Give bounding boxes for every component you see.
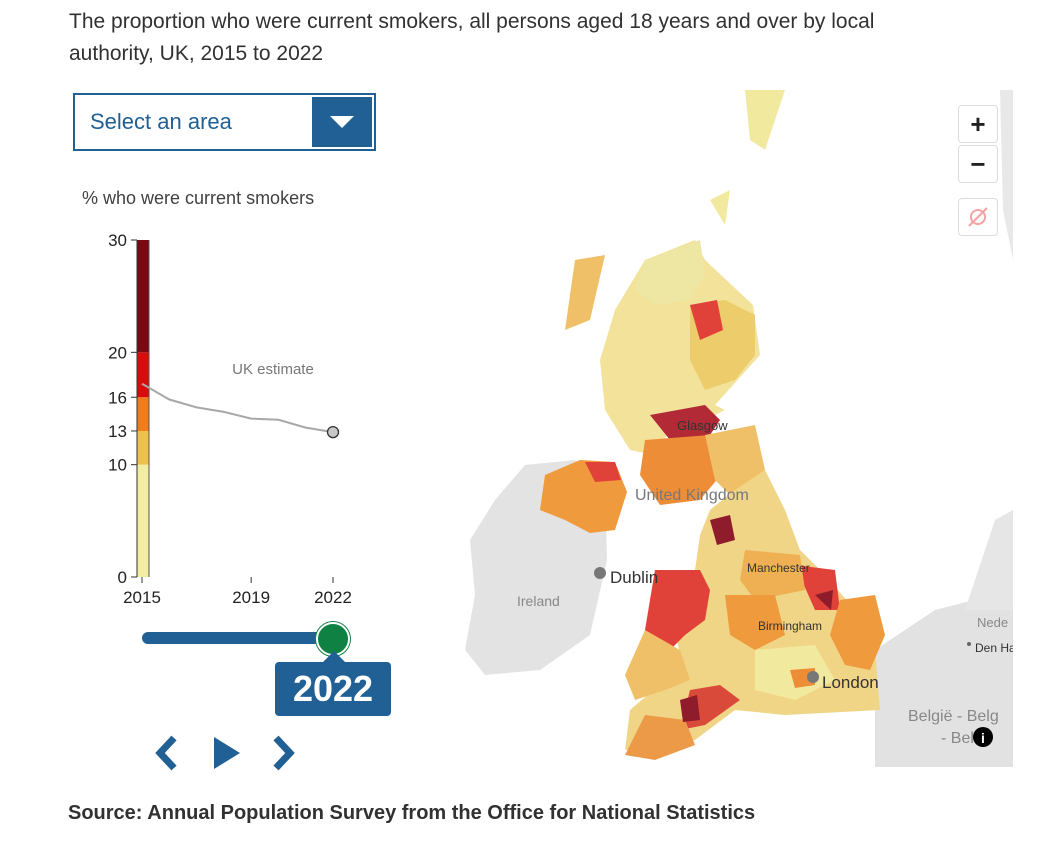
uk-estimate-line xyxy=(141,382,334,434)
zoom-out-button[interactable]: − xyxy=(958,145,998,183)
borders-region[interactable] xyxy=(705,425,765,495)
region[interactable] xyxy=(680,695,700,722)
map-label-ireland: Ireland xyxy=(517,593,560,609)
shetland-region[interactable] xyxy=(745,90,785,150)
y-axis-label: % who were current smokers xyxy=(82,188,315,208)
info-icon[interactable] xyxy=(973,727,993,747)
area-select[interactable]: Select an area xyxy=(73,93,376,151)
dublin-marker xyxy=(594,567,606,579)
legend-band-3 xyxy=(137,352,149,398)
chevron-down-icon[interactable] xyxy=(312,97,372,147)
info-icon-glyph: i xyxy=(981,730,985,746)
x-tick-label: 2019 xyxy=(232,588,270,607)
highland-region[interactable] xyxy=(635,240,705,305)
map-label-belgie-2: - Bel xyxy=(941,730,974,747)
x-tick-label: 2022 xyxy=(314,588,352,607)
map-label-glasgow: Glasgow xyxy=(677,418,728,433)
region[interactable] xyxy=(815,590,833,610)
region[interactable] xyxy=(710,515,735,545)
slider-track[interactable] xyxy=(142,632,332,644)
smokers-line-chart: 0 10 13 16 20 30 2015 2019 2022 UK estimate xyxy=(108,231,352,607)
western-isles-region[interactable] xyxy=(565,255,605,330)
year-display: 2022 xyxy=(275,651,391,716)
den-haag-marker xyxy=(967,642,971,646)
netherlands-shape xyxy=(965,510,1013,610)
map-label-den-haag: Den Ha xyxy=(975,641,1013,655)
legend-band-2 xyxy=(137,397,149,431)
east-anglia-region[interactable] xyxy=(830,595,885,670)
play-icon[interactable] xyxy=(210,733,244,773)
y-tick-label: 16 xyxy=(108,388,127,407)
y-tick-label: 20 xyxy=(108,343,127,362)
south-west-scotland-region[interactable] xyxy=(640,435,725,505)
y-tick-label: 30 xyxy=(108,231,127,250)
region[interactable] xyxy=(585,462,621,482)
series-label: UK estimate xyxy=(232,361,314,378)
map-label-london: London xyxy=(822,673,879,692)
y-tick-label: 13 xyxy=(108,422,127,441)
map-label-birmingham: Birmingham xyxy=(758,619,822,633)
zoom-in-button[interactable]: + xyxy=(958,105,998,143)
source-note: Source: Annual Population Survey from th… xyxy=(68,802,756,824)
west-midlands-region[interactable] xyxy=(725,595,785,650)
area-select-label: Select an area xyxy=(90,109,232,134)
choropleth-map[interactable]: Glasgow United Kingdom Dublin Ireland Ma… xyxy=(455,90,1013,767)
y-tick-label: 0 xyxy=(118,568,127,587)
continent-shape xyxy=(875,590,1013,767)
map-label-belgie: België - Belg xyxy=(908,708,999,725)
legend-band-1 xyxy=(137,430,149,465)
chevron-left-icon[interactable] xyxy=(150,733,180,773)
yorkshire-region[interactable] xyxy=(740,550,805,600)
south-wales-region[interactable] xyxy=(625,630,690,700)
year-slider[interactable] xyxy=(142,622,350,656)
map-label-dublin: Dublin xyxy=(610,568,658,587)
y-tick-label: 10 xyxy=(108,456,127,475)
north-wales-region[interactable] xyxy=(645,570,710,650)
uk-estimate-point xyxy=(326,425,340,439)
chevron-right-icon[interactable] xyxy=(270,733,300,773)
legend-band-0 xyxy=(137,464,149,577)
map-label-uk: United Kingdom xyxy=(635,487,749,504)
x-tick-label: 2015 xyxy=(123,588,161,607)
moray-region[interactable] xyxy=(690,300,723,340)
norway-shape xyxy=(1000,90,1013,260)
devon-region[interactable] xyxy=(625,715,695,760)
map-label-netherlands: Nede xyxy=(977,615,1008,630)
central-belt-region[interactable] xyxy=(650,405,720,440)
london-marker xyxy=(807,671,819,683)
reset-view-button[interactable] xyxy=(958,198,998,236)
legend-band-4 xyxy=(137,240,149,353)
location-off-icon xyxy=(968,207,988,227)
orkney-region[interactable] xyxy=(710,190,730,225)
chart-title: The proportion who were current smokers,… xyxy=(69,10,875,65)
map-label-manchester: Manchester xyxy=(747,561,810,575)
